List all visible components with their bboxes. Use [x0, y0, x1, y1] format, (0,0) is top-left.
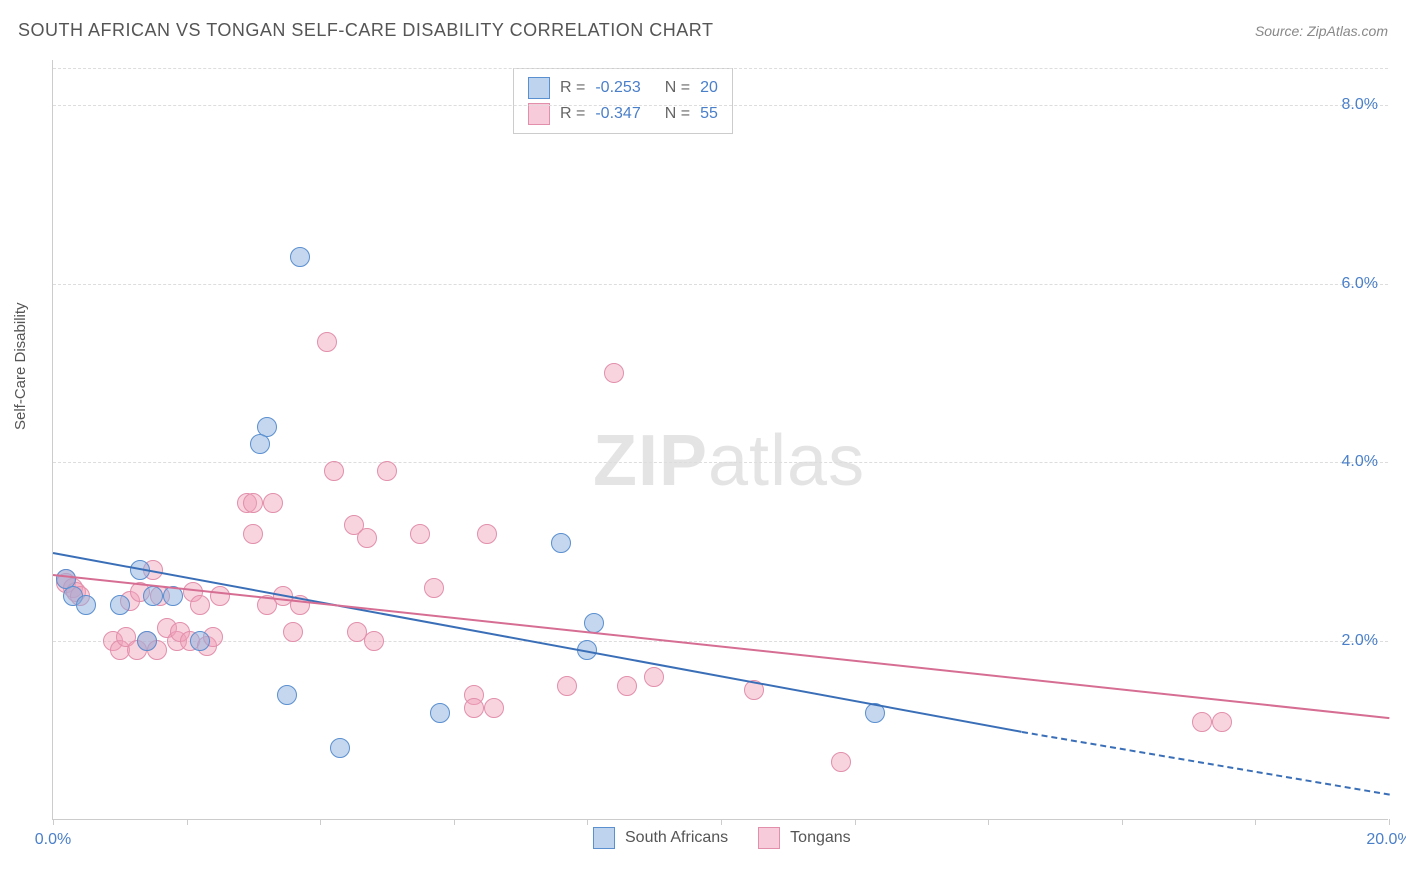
data-point	[644, 667, 664, 687]
data-point	[464, 698, 484, 718]
x-tick	[1255, 819, 1256, 825]
watermark-text: ZIPatlas	[593, 420, 865, 502]
data-point	[263, 493, 283, 513]
chart-title: SOUTH AFRICAN VS TONGAN SELF-CARE DISABI…	[18, 20, 713, 41]
chart-header: SOUTH AFRICAN VS TONGAN SELF-CARE DISABI…	[18, 20, 1388, 41]
data-point	[190, 631, 210, 651]
data-point	[250, 434, 270, 454]
stat-n-label: N =	[665, 79, 690, 97]
series-legend: South Africans Tongans	[593, 825, 851, 851]
data-point	[210, 586, 230, 606]
data-point	[290, 247, 310, 267]
data-point	[324, 461, 344, 481]
x-tick-label: 0.0%	[35, 831, 71, 849]
stat-r-label: R =	[560, 105, 585, 123]
data-point	[143, 586, 163, 606]
y-tick-label: 8.0%	[1342, 96, 1378, 114]
data-point	[243, 493, 263, 513]
gridline	[53, 68, 1388, 69]
gridline	[53, 105, 1388, 106]
gridline	[53, 462, 1388, 463]
y-tick-label: 6.0%	[1342, 275, 1378, 293]
x-tick	[187, 819, 188, 825]
data-point	[551, 533, 571, 553]
data-point	[110, 595, 130, 615]
data-point	[277, 685, 297, 705]
y-axis-label: Self-Care Disability	[12, 302, 29, 430]
series-label: Tongans	[790, 829, 851, 847]
data-point	[484, 698, 504, 718]
data-point	[424, 578, 444, 598]
data-point	[357, 528, 377, 548]
data-point	[604, 363, 624, 383]
x-tick	[988, 819, 989, 825]
data-point	[410, 524, 430, 544]
x-tick	[1389, 819, 1390, 825]
stat-legend-row: R = -0.253 N = 20	[528, 75, 718, 101]
data-point	[1212, 712, 1232, 732]
x-tick	[320, 819, 321, 825]
data-point	[190, 595, 210, 615]
data-point	[617, 676, 637, 696]
data-point	[430, 703, 450, 723]
gridline	[53, 284, 1388, 285]
data-point	[317, 332, 337, 352]
stat-n-value: 55	[700, 105, 718, 123]
legend-swatch	[528, 77, 550, 99]
data-point	[364, 631, 384, 651]
series-label: South Africans	[625, 829, 728, 847]
correlation-stats-legend: R = -0.253 N = 20 R = -0.347 N = 55	[513, 68, 733, 134]
x-tick	[855, 819, 856, 825]
x-tick	[454, 819, 455, 825]
series-legend-item: Tongans	[758, 825, 851, 851]
legend-swatch	[528, 103, 550, 125]
data-point	[330, 738, 350, 758]
gridline	[53, 641, 1388, 642]
x-tick	[1122, 819, 1123, 825]
stat-r-value: -0.347	[595, 105, 640, 123]
data-point	[477, 524, 497, 544]
data-point	[283, 622, 303, 642]
stat-n-value: 20	[700, 79, 718, 97]
x-tick-label: 20.0%	[1366, 831, 1406, 849]
data-point	[243, 524, 263, 544]
stat-r-value: -0.253	[595, 79, 640, 97]
data-point	[1192, 712, 1212, 732]
trend-line	[53, 574, 1389, 719]
x-tick	[721, 819, 722, 825]
scatter-plot-area: ZIPatlas R =-0.253N =20R =-0.347N =55 So…	[52, 60, 1388, 820]
data-point	[831, 752, 851, 772]
data-point	[557, 676, 577, 696]
y-tick-label: 2.0%	[1342, 632, 1378, 650]
chart-source: Source: ZipAtlas.com	[1255, 23, 1388, 39]
data-point	[76, 595, 96, 615]
series-legend-item: South Africans	[593, 825, 728, 851]
legend-swatch	[758, 827, 780, 849]
data-point	[137, 631, 157, 651]
x-tick	[53, 819, 54, 825]
data-point	[377, 461, 397, 481]
trend-line	[1021, 731, 1389, 796]
x-tick	[587, 819, 588, 825]
stat-n-label: N =	[665, 105, 690, 123]
stat-r-label: R =	[560, 79, 585, 97]
y-tick-label: 4.0%	[1342, 453, 1378, 471]
legend-swatch	[593, 827, 615, 849]
